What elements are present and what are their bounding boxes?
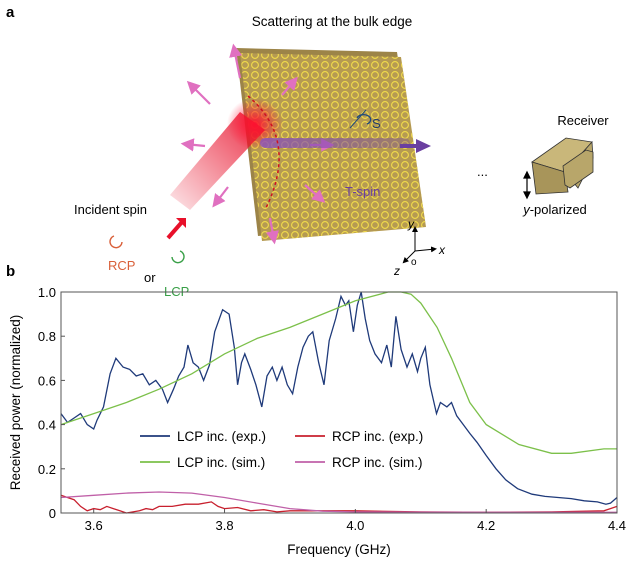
incident-arrow [166,220,184,240]
ellipsis: ... [477,164,488,179]
y-tick-label: 0.2 [38,462,56,477]
panel-b-label: b [6,263,15,280]
rcp-label: RCP [108,258,135,273]
y-polarized-italic: y [522,202,531,217]
axis-z-label: z [393,264,400,278]
x-axis-label: Frequency (GHz) [287,542,391,557]
x-tick-label: 4.0 [346,518,364,533]
receiver-horn-icon [531,137,594,195]
y-polarized-rest: -polarized [530,202,587,217]
axis-y-label: y [407,217,415,231]
series-line-3 [60,491,617,513]
x-tick-label: 4.4 [608,518,626,533]
y-axis-label: Received power (normalized) [8,315,23,491]
panel-b: b 3.6 3.8 4.0 4.2 4.4 0 0.2 0.4 0.6 0.8 1.0 Frequen… [6,263,626,557]
y-tick-label: 0.4 [38,418,56,433]
y-tick-label: 1.0 [38,285,56,300]
chart: 3.6 3.8 4.0 4.2 4.4 0 0.2 0.4 0.6 0.8 1.0 Frequency… [8,285,626,557]
rcp-rotation-icon [109,235,123,249]
legend: LCP inc. (exp.) RCP inc. (exp.) LCP inc. (… [140,429,423,470]
legend-label: RCP inc. (exp.) [332,429,423,444]
x-tick-label: 3.6 [85,518,103,533]
series-line-0 [60,291,618,505]
incident-spin-label: Incident spin [74,202,147,217]
x-tick-label: 3.8 [215,518,233,533]
plot-frame [60,291,618,514]
incident-beam [166,95,410,240]
wavefront-dashed [247,95,280,211]
tspin-label: T-spin [345,184,380,199]
spin-s-icon [349,109,372,129]
y-tick-label: 0 [49,506,56,521]
y-tick-label: 0.8 [38,329,56,344]
receiver-label: Receiver [557,113,609,128]
legend-label: LCP inc. (exp.) [177,429,266,444]
diagram-title: Scattering at the bulk edge [252,14,413,29]
spin-s-label: S [372,116,381,131]
or-label: or [144,270,156,285]
polarization-arrow [523,170,531,200]
x-tick-label: 4.2 [477,518,495,533]
y-polarized-label: y-polarized [522,202,587,217]
series-line-2 [60,494,618,514]
axis-origin-label: o [411,257,417,268]
panel-a-label: a [6,4,15,21]
panel-a: a Scattering at the bulk edge [6,4,609,299]
axis-x-label: x [438,243,446,257]
legend-label: RCP inc. (sim.) [332,455,423,470]
y-tick-label: 0.6 [38,373,56,388]
lcp-rotation-icon [171,250,185,264]
tspin-arrow [400,139,431,153]
coordinate-axes [402,226,437,264]
legend-label: LCP inc. (sim.) [177,455,265,470]
